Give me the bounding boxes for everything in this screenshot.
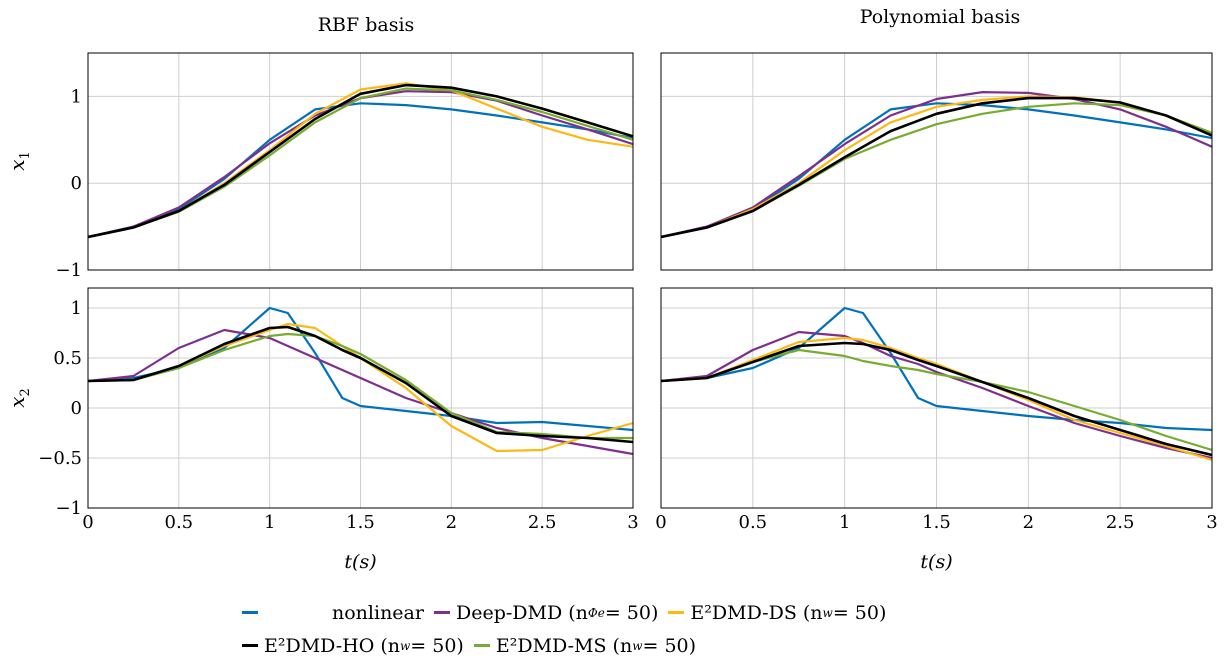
legend-label-deep: Deep-DMD (n — [455, 601, 588, 624]
legend-item-ho: E²DMD-HO (n w = 50) — [242, 635, 464, 657]
series-line-deep-dmd — [661, 330, 1212, 460]
x-tick-label: 0.5 — [165, 512, 194, 533]
title-rbf-basis: RBF basis — [317, 14, 415, 36]
chart-panel-poly-x2: 0 0.5 1 1.5 2 2.5 3 t(s) — [655, 287, 1218, 573]
y-tick-label: −0.5 — [38, 448, 82, 469]
x-tick-label: 0 — [82, 512, 93, 533]
legend-subscript-ho: w — [400, 638, 411, 653]
series-line-nonlinear — [661, 306, 1212, 432]
legend-subscript-ms: w — [632, 638, 643, 653]
legend-label-ms: E²DMD-MS (n — [495, 634, 633, 657]
series-line-e-dmd-ho — [661, 96, 1212, 239]
x-tick-label: 2 — [1023, 512, 1034, 533]
series-line-e-dmd-ds — [661, 336, 1212, 462]
legend-item-deep: Deep-DMD (n Φe = 50) — [433, 601, 659, 624]
y-tick-label: −1 — [55, 498, 82, 519]
x-tick-label: 1 — [264, 512, 275, 533]
legend-label-ds: E²DMD-DS (n — [690, 601, 823, 624]
series-line-e-dmd-ho — [661, 341, 1212, 457]
legend-suffix-ds: = 50) — [832, 601, 887, 624]
y-tick-label: 0 — [71, 173, 82, 194]
series-line-nonlinear — [88, 102, 633, 239]
chart-panel-poly-x1 — [660, 52, 1213, 271]
plot-frame — [660, 52, 1213, 271]
legend-item-ds: E²DMD-DS (n w = 50) — [668, 602, 886, 624]
x-tick-label: 2 — [446, 512, 457, 533]
x-tick-label: 0.5 — [739, 512, 768, 533]
y-tick-label: 1 — [71, 298, 82, 319]
legend-swatch-nonlinear — [242, 611, 258, 614]
x-tick-label: 3 — [627, 512, 638, 533]
x-tick-label: 1.5 — [922, 512, 951, 533]
series-line-deep-dmd — [661, 90, 1212, 239]
y-tick-label: 1 — [71, 86, 82, 107]
legend-suffix-ho: = 50) — [410, 634, 464, 657]
legend-item-nonlinear: nonlinear — [242, 602, 424, 624]
y-axis-label-x1: x1 — [5, 151, 33, 171]
x-tick-label: 1.5 — [346, 512, 375, 533]
plot-frame — [87, 287, 634, 509]
y-axis-label-x2: x2 — [5, 388, 33, 408]
legend-swatch-ho — [242, 644, 258, 647]
x-tick-label: 1 — [839, 512, 850, 533]
legend-swatch-ds — [668, 611, 685, 614]
x-tick-label: 0 — [655, 512, 666, 533]
title-polynomial-basis: Polynomial basis — [859, 6, 1021, 28]
y-tick-label: 0.5 — [53, 348, 82, 369]
x-tick-label: 2.5 — [528, 512, 557, 533]
x-axis-label: t(s) — [344, 551, 376, 573]
y-tick-label: −1 — [55, 260, 82, 281]
legend-subscript-ds: w — [822, 605, 833, 620]
legend-label-nonlinear: nonlinear — [332, 601, 424, 624]
y-tick-label: 0 — [71, 398, 82, 419]
x-tick-label: 2.5 — [1106, 512, 1135, 533]
legend-row-2: E²DMD-HO (n w = 50) E²DMD-MS (n w = 50) — [242, 630, 706, 657]
chart-panel-rbf-x2: −1 −0.5 0 0.5 1 0 0.5 1 1.5 2 2.5 3 t(s) — [38, 287, 639, 573]
legend-swatch-ms — [473, 644, 490, 647]
legend-item-ms: E²DMD-MS (n w = 50) — [473, 634, 697, 657]
plot-frame — [87, 52, 634, 271]
x-tick-label: 3 — [1206, 512, 1217, 533]
series-line-e-dmd-ho — [88, 325, 633, 444]
legend-row-1: nonlinear Deep-DMD (n Φe = 50) E²DMD-DS (n w… — [242, 597, 896, 624]
legend-label-ho: E²DMD-HO (n — [264, 634, 401, 657]
x-axis-label: t(s) — [920, 551, 952, 573]
legend-suffix-deep: = 50) — [604, 601, 659, 624]
plot-frame — [660, 287, 1213, 509]
legend-suffix-ms: = 50) — [642, 634, 697, 657]
series-line-e-dmd-ho — [88, 83, 633, 239]
chart-panel-rbf-x1: −1 0 1 — [55, 52, 634, 281]
legend-subscript-deep: Φe — [587, 605, 605, 620]
series-line-e-dmd-ms — [88, 332, 633, 440]
legend-swatch-deep — [433, 611, 450, 614]
